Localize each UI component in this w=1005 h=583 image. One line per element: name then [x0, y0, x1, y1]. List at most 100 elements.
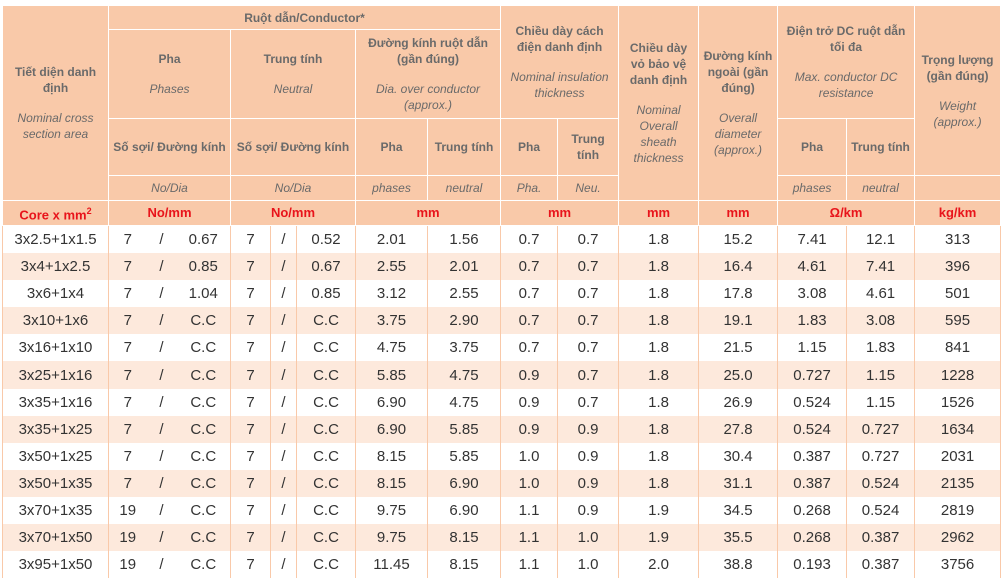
cell-ins-neu: 0.9 [557, 415, 620, 443]
cell-res-pha: 3.08 [777, 280, 848, 308]
cell-weight: 595 [914, 307, 1002, 335]
cell-phase-sep: / [146, 415, 177, 443]
header-sheath: Chiều dày vỏ bảo vệ danh định Nominal Ove… [618, 5, 700, 201]
cell-res-neu: 7.41 [846, 253, 916, 281]
cell-phase-dia: C.C [176, 388, 231, 416]
cell-phase-sep: / [146, 469, 177, 497]
cell-sheath: 1.8 [618, 307, 700, 335]
cell-phase-count: 7 [108, 253, 147, 281]
cell-neutral-dia: C.C [296, 469, 356, 497]
cell-size: 3x50+1x25 [2, 442, 109, 470]
cell-neutral-sep: / [270, 469, 297, 497]
cell-weight: 396 [914, 253, 1002, 281]
header-res-neu: Trung tính [846, 118, 916, 176]
cell-ins-neu: 0.7 [557, 388, 620, 416]
cell-neutral-dia: C.C [296, 307, 356, 335]
header-neutral-sub: Số sợi/ Đường kính [230, 118, 356, 176]
cell-dia-pha: 4.75 [355, 334, 428, 362]
cell-dia-neu: 2.01 [426, 253, 502, 281]
table-row: 3x4+1x2.5 7/0.85 7/0.67 2.55 2.01 0.7 0.7 1.8 16… [2, 253, 1002, 281]
header-insulation: Chiều dày cách điện danh định Nominal ins… [500, 5, 620, 119]
cell-phase-dia: C.C [176, 469, 231, 497]
cell-sheath: 1.8 [618, 334, 700, 362]
cell-dia-neu: 8.15 [426, 524, 502, 552]
cell-overall-dia: 15.2 [698, 225, 779, 254]
cell-phase-dia: C.C [176, 334, 231, 362]
cell-sheath: 1.8 [618, 280, 700, 308]
cell-phase-count: 7 [108, 388, 147, 416]
cell-neutral-count: 7 [230, 334, 271, 362]
unit-weight: kg/km [914, 200, 1002, 226]
cell-size: 3x35+1x16 [2, 388, 109, 416]
cell-dia-pha: 3.75 [355, 307, 428, 335]
cell-ins-neu: 0.7 [557, 361, 620, 389]
cell-dia-pha: 3.12 [355, 280, 428, 308]
cell-ins-neu: 0.9 [557, 496, 620, 525]
table-row: 3x50+1x25 7/C.C 7/C.C 8.15 5.85 1.0 0.9 1.8 30.4… [2, 442, 1002, 470]
cell-neutral-sep: / [270, 442, 297, 470]
cell-neutral-sep: / [270, 388, 297, 416]
cell-overall-dia: 25.0 [698, 361, 779, 389]
cell-res-neu: 0.524 [846, 469, 916, 497]
cell-res-pha: 4.61 [777, 253, 848, 281]
header-resistance: Điện trở DC ruột dẫn tối đa Max. conducto… [777, 5, 916, 119]
cell-overall-dia: 17.8 [698, 280, 779, 308]
table-row: 3x35+1x16 7/C.C 7/C.C 6.90 4.75 0.9 0.7 1.8 26.9… [2, 388, 1002, 416]
cell-neutral-dia: C.C [296, 442, 356, 470]
cell-ins-neu: 0.9 [557, 442, 620, 470]
cell-dia-pha: 9.75 [355, 496, 428, 525]
cell-ins-neu: 0.7 [557, 225, 620, 254]
header-dia-neu-en: neutral [426, 175, 502, 201]
header-size: Tiết diện danh định Nominal cross section… [2, 5, 109, 201]
cell-weight: 1228 [914, 361, 1002, 389]
cell-dia-pha: 6.90 [355, 388, 428, 416]
cell-res-pha: 0.387 [777, 442, 848, 470]
header-res-pha-en: phases [777, 175, 848, 201]
cell-ins-pha: 0.7 [500, 253, 559, 281]
cable-spec-table: Tiết diện danh định Nominal cross section… [2, 5, 1002, 579]
cell-sheath: 1.8 [618, 225, 700, 254]
cell-sheath: 1.8 [618, 253, 700, 281]
cell-neutral-count: 7 [230, 442, 271, 470]
cell-neutral-dia: 0.67 [296, 253, 356, 281]
cell-neutral-count: 7 [230, 551, 271, 579]
cell-res-neu: 0.387 [846, 524, 916, 552]
cell-phase-count: 7 [108, 415, 147, 443]
table-row: 3x35+1x25 7/C.C 7/C.C 6.90 5.85 0.9 0.9 1.8 27.8… [2, 415, 1002, 443]
cell-phase-sep: / [146, 524, 177, 552]
cell-weight: 2819 [914, 496, 1002, 525]
cell-size: 3x35+1x25 [2, 415, 109, 443]
cell-phase-dia: C.C [176, 442, 231, 470]
cell-neutral-sep: / [270, 225, 297, 254]
cell-weight: 313 [914, 225, 1002, 254]
cell-dia-neu: 5.85 [426, 415, 502, 443]
unit-dia-conductor: mm [354, 200, 502, 226]
cell-phase-sep: / [159, 393, 164, 411]
cell-dia-neu: 8.15 [426, 551, 502, 579]
table-body: 3x2.5+1x1.5 7/0.67 7/0.52 2.01 1.56 0.7 0.7 1.8… [2, 225, 1002, 579]
cell-neutral-dia: C.C [296, 361, 356, 389]
cell-phase-count: 7 [108, 469, 147, 497]
cell-dia-neu: 2.55 [426, 280, 502, 308]
cell-phase-dia: C.C [176, 524, 231, 552]
cell-size: 3x2.5+1x1.5 [2, 225, 109, 254]
header-phases: Pha Phases [108, 29, 231, 119]
cell-dia-neu: 3.75 [426, 334, 502, 362]
header-dia-pha: Pha [355, 118, 428, 176]
header-res-neu-en: neutral [846, 175, 916, 201]
cell-weight: 1526 [914, 388, 1002, 416]
cell-weight: 1634 [914, 415, 1002, 443]
cell-sheath: 1.8 [618, 442, 700, 470]
table-row: 3x70+1x35 19/C.C 7/C.C 9.75 6.90 1.1 0.9 1.9 34.… [2, 496, 1002, 525]
cell-phase-sep: / [159, 556, 164, 574]
cell-sheath: 1.8 [618, 388, 700, 416]
cell-overall-dia: 27.8 [698, 415, 779, 443]
cell-ins-neu: 0.9 [557, 469, 620, 497]
cell-neutral-count: 7 [230, 469, 271, 497]
cell-dia-pha: 6.90 [355, 415, 428, 443]
cell-size: 3x95+1x50 [2, 551, 109, 579]
cell-phase-count: 7 [108, 307, 147, 335]
cell-neutral-dia: C.C [296, 415, 356, 443]
header-ins-neu: Trung tính [557, 118, 620, 176]
cell-neutral-dia: 0.52 [296, 225, 356, 254]
